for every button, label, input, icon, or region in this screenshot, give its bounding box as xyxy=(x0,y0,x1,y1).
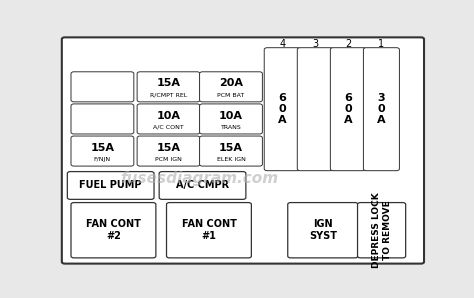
FancyBboxPatch shape xyxy=(200,136,263,166)
FancyBboxPatch shape xyxy=(330,48,366,171)
Text: 3
0
A: 3 0 A xyxy=(377,93,386,125)
Text: PCM IGN: PCM IGN xyxy=(155,157,182,162)
FancyBboxPatch shape xyxy=(137,104,200,134)
Text: 6
0
A: 6 0 A xyxy=(278,93,287,125)
FancyBboxPatch shape xyxy=(288,203,358,258)
Text: FAN CONT
#1: FAN CONT #1 xyxy=(182,219,237,241)
Text: 15A: 15A xyxy=(156,78,181,89)
Text: 15A: 15A xyxy=(219,143,243,153)
Text: TRANS: TRANS xyxy=(220,125,241,130)
Text: A/C CMPR: A/C CMPR xyxy=(176,181,229,190)
Text: 15A: 15A xyxy=(156,143,181,153)
FancyBboxPatch shape xyxy=(137,136,200,166)
FancyBboxPatch shape xyxy=(364,48,400,171)
Text: IGN
SYST: IGN SYST xyxy=(309,219,337,241)
Text: 10A: 10A xyxy=(156,111,181,120)
Text: 4: 4 xyxy=(279,39,285,49)
FancyBboxPatch shape xyxy=(71,136,134,166)
Text: 6
0
A: 6 0 A xyxy=(344,93,353,125)
FancyBboxPatch shape xyxy=(200,104,263,134)
FancyBboxPatch shape xyxy=(71,72,134,102)
FancyBboxPatch shape xyxy=(71,104,134,134)
Text: PCM BAT: PCM BAT xyxy=(218,93,245,98)
Text: fusesdiagram.com: fusesdiagram.com xyxy=(120,170,278,186)
Text: R/CMPT REL: R/CMPT REL xyxy=(150,93,187,98)
Text: A/C CONT: A/C CONT xyxy=(153,125,184,130)
FancyBboxPatch shape xyxy=(357,203,406,258)
Text: 15A: 15A xyxy=(91,143,114,153)
Text: 1: 1 xyxy=(378,39,384,49)
FancyBboxPatch shape xyxy=(297,48,333,171)
Text: DEPRESS LOCK
TO REMOVE: DEPRESS LOCK TO REMOVE xyxy=(372,192,392,268)
FancyBboxPatch shape xyxy=(137,72,200,102)
Text: 20A: 20A xyxy=(219,78,243,89)
Text: FUEL PUMP: FUEL PUMP xyxy=(80,181,142,190)
FancyBboxPatch shape xyxy=(264,48,300,171)
FancyBboxPatch shape xyxy=(71,203,156,258)
Text: F/NJN: F/NJN xyxy=(94,157,111,162)
Text: 3: 3 xyxy=(312,39,319,49)
FancyBboxPatch shape xyxy=(200,72,263,102)
Text: 2: 2 xyxy=(345,39,352,49)
Text: 10A: 10A xyxy=(219,111,243,120)
FancyBboxPatch shape xyxy=(166,203,251,258)
FancyBboxPatch shape xyxy=(159,172,246,199)
Text: FAN CONT
#2: FAN CONT #2 xyxy=(86,219,141,241)
FancyBboxPatch shape xyxy=(67,172,154,199)
Text: ELEK IGN: ELEK IGN xyxy=(217,157,246,162)
FancyBboxPatch shape xyxy=(62,37,424,264)
